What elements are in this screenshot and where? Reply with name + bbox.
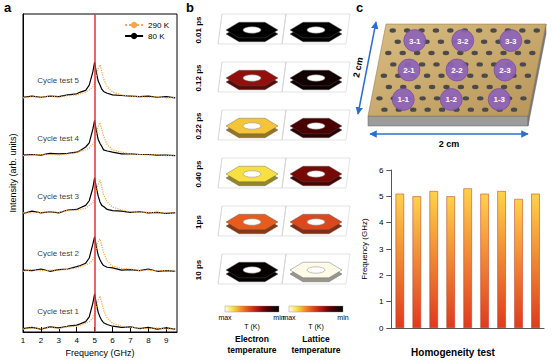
svg-text:0.01 ps: 0.01 ps <box>194 16 203 44</box>
svg-text:Electron: Electron <box>235 334 269 344</box>
svg-text:min: min <box>273 314 285 321</box>
svg-text:T (K): T (K) <box>308 323 323 331</box>
html-text:a: a <box>4 0 12 15</box>
html-text:b: b <box>186 0 194 15</box>
html-text:c: c <box>356 0 364 15</box>
svg-text:5: 5 <box>379 192 384 201</box>
svg-text:80 K: 80 K <box>148 32 165 41</box>
svg-text:7: 7 <box>128 336 133 345</box>
svg-text:1: 1 <box>379 297 384 306</box>
svg-text:2-3: 2-3 <box>499 66 511 75</box>
svg-text:290 K: 290 K <box>148 21 170 30</box>
svg-text:6: 6 <box>110 336 115 345</box>
svg-text:T (K): T (K) <box>244 323 259 331</box>
svg-text:2-1: 2-1 <box>403 66 415 75</box>
svg-text:2-2: 2-2 <box>451 66 463 75</box>
svg-text:9: 9 <box>164 336 169 345</box>
svg-text:Cycle test 2: Cycle test 2 <box>37 249 79 258</box>
svg-text:Cycle test 3: Cycle test 3 <box>37 192 79 201</box>
svg-text:Cycle test 4: Cycle test 4 <box>37 134 79 143</box>
svg-text:5: 5 <box>92 336 97 345</box>
svg-text:max: max <box>282 314 296 321</box>
svg-text:10 ps: 10 ps <box>194 259 203 280</box>
svg-text:Lattice: Lattice <box>302 334 330 344</box>
svg-text:2 cm: 2 cm <box>351 56 365 78</box>
svg-text:0.12 ps: 0.12 ps <box>194 64 203 92</box>
svg-text:temperature: temperature <box>227 345 276 355</box>
svg-text:3: 3 <box>379 245 384 254</box>
svg-text:2: 2 <box>379 271 384 280</box>
svg-text:3-3: 3-3 <box>505 37 517 46</box>
svg-text:Homogeneity test: Homogeneity test <box>411 347 496 358</box>
svg-text:2 cm: 2 cm <box>439 139 460 149</box>
svg-text:1-1: 1-1 <box>397 95 409 104</box>
svg-text:min: min <box>337 314 348 321</box>
svg-text:1-2: 1-2 <box>445 95 457 104</box>
svg-text:6: 6 <box>379 166 384 175</box>
svg-text:0: 0 <box>379 324 384 333</box>
svg-text:0.22 ps: 0.22 ps <box>194 112 203 140</box>
svg-text:2: 2 <box>39 336 44 345</box>
svg-text:4: 4 <box>379 218 384 227</box>
svg-text:Cycle test 5: Cycle test 5 <box>37 76 79 85</box>
svg-text:4: 4 <box>74 336 79 345</box>
svg-text:Frequency (GHz): Frequency (GHz) <box>360 218 369 280</box>
svg-text:temperature: temperature <box>291 345 340 355</box>
svg-text:1ps: 1ps <box>194 215 203 229</box>
svg-text:max: max <box>218 314 232 321</box>
svg-text:3: 3 <box>57 336 62 345</box>
svg-text:1: 1 <box>21 336 26 345</box>
svg-text:3-2: 3-2 <box>457 37 469 46</box>
svg-text:Intensity (arb. units): Intensity (arb. units) <box>8 133 18 212</box>
svg-text:3-1: 3-1 <box>409 37 421 46</box>
svg-text:0.40 ps: 0.40 ps <box>194 160 203 188</box>
svg-text:Frequency (GHz): Frequency (GHz) <box>65 348 134 358</box>
svg-text:8: 8 <box>146 336 151 345</box>
svg-text:1-3: 1-3 <box>493 95 505 104</box>
svg-text:Cycle test 1: Cycle test 1 <box>37 307 79 316</box>
